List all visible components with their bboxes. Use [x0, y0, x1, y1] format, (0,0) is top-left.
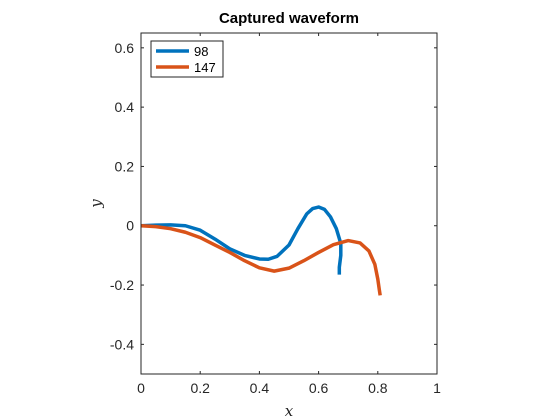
x-tick-label: 1: [433, 380, 441, 396]
legend-label: 147: [194, 60, 216, 75]
series-line-147: [140, 223, 382, 296]
y-tick-label: 0: [126, 218, 134, 234]
y-tick-label: 0.2: [115, 158, 135, 174]
plot-area: [141, 33, 437, 374]
tick-labels: 0 0.2 0.4 0.6 0.8 1 -0.4 -0.2 0 0.2 0.4 0.6: [110, 40, 441, 396]
y-axis-title: y: [87, 199, 105, 209]
legend-label: 98: [194, 44, 208, 59]
x-axis-title: x: [285, 402, 294, 420]
plot-frame: [140, 32, 438, 375]
series-lines: [140, 205, 382, 296]
x-tick-label: 0.8: [368, 380, 388, 396]
y-tick-label: -0.2: [110, 277, 134, 293]
series-line-98: [140, 205, 343, 275]
chart-title: Captured waveform: [219, 10, 359, 27]
x-tick-label: 0.2: [190, 380, 210, 396]
x-tick-label: 0: [137, 380, 145, 396]
y-tick-label: -0.4: [110, 336, 134, 352]
legend-box: [150, 40, 224, 78]
y-tick-label: 0.6: [115, 40, 135, 56]
x-tick-label: 0.6: [309, 380, 329, 396]
y-tick-label: 0.4: [115, 99, 135, 115]
x-tick-label: 0.4: [250, 380, 270, 396]
